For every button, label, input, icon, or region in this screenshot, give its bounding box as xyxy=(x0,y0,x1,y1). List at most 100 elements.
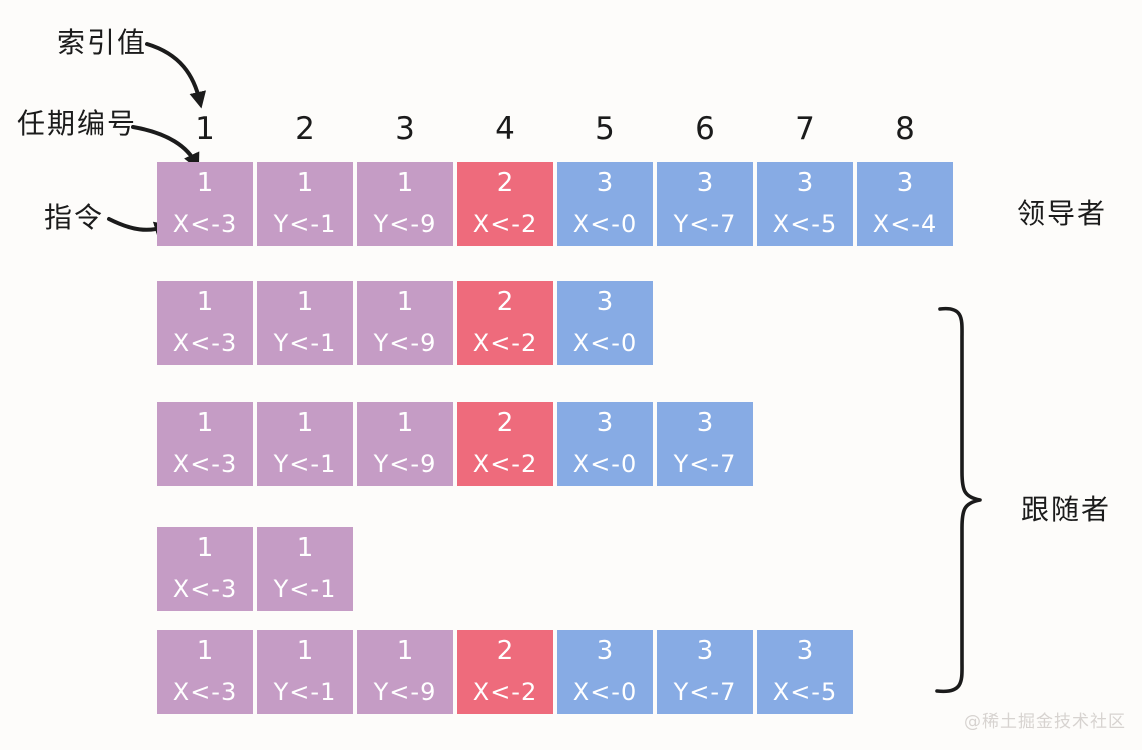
log-entry-cell: 3 X<-4 xyxy=(857,162,953,246)
term-number: 1 xyxy=(296,168,314,198)
term-number: 3 xyxy=(796,168,814,198)
term-number: 1 xyxy=(196,287,214,317)
term-number: 3 xyxy=(796,636,814,666)
log-entry-cell: 1 Y<-1 xyxy=(257,162,353,246)
term-number: 3 xyxy=(596,636,614,666)
command-text: X<-0 xyxy=(572,678,638,706)
command-text: X<-0 xyxy=(572,450,638,478)
command-text: X<-2 xyxy=(472,450,538,478)
log-entry-cell: 3 X<-0 xyxy=(557,402,653,486)
term-number: 3 xyxy=(596,287,614,317)
term-number: 1 xyxy=(396,287,414,317)
log-entry-cell: 1 X<-3 xyxy=(157,527,253,611)
command-text: Y<-1 xyxy=(273,575,337,603)
term-number: 1 xyxy=(196,408,214,438)
command-text: Y<-7 xyxy=(673,450,737,478)
term-number: 1 xyxy=(296,533,314,563)
log-entry-cell: 3 Y<-7 xyxy=(657,630,753,714)
command-text: X<-5 xyxy=(772,678,838,706)
command-text: X<-2 xyxy=(472,329,538,357)
log-entry-cell: 3 Y<-7 xyxy=(657,402,753,486)
log-entry-cell: 3 Y<-7 xyxy=(657,162,753,246)
index-number: 6 xyxy=(695,111,715,147)
command-text: Y<-9 xyxy=(373,210,437,238)
follower-log-row-3: 1 X<-3 1 Y<-1 xyxy=(157,527,353,611)
log-entry-cell: 1 Y<-9 xyxy=(357,630,453,714)
term-number: 1 xyxy=(196,533,214,563)
term-number: 1 xyxy=(396,408,414,438)
log-entry-cell: 2 X<-2 xyxy=(457,402,553,486)
command-text: Y<-7 xyxy=(673,678,737,706)
command-text: Y<-9 xyxy=(373,450,437,478)
term-number: 2 xyxy=(496,636,514,666)
log-entry-cell: 2 X<-2 xyxy=(457,162,553,246)
term-number: 3 xyxy=(696,636,714,666)
log-entry-cell: 1 X<-3 xyxy=(157,402,253,486)
watermark: @稀土掘金技术社区 xyxy=(964,712,1126,732)
followers-label: 跟随者 xyxy=(1021,493,1112,526)
term-number: 1 xyxy=(196,636,214,666)
log-entry-cell: 3 X<-5 xyxy=(757,630,853,714)
term-number: 1 xyxy=(196,168,214,198)
term-number: 2 xyxy=(496,287,514,317)
term-number: 1 xyxy=(296,636,314,666)
term-number: 1 xyxy=(296,408,314,438)
log-entry-cell: 1 X<-3 xyxy=(157,162,253,246)
term-number: 3 xyxy=(696,408,714,438)
log-entry-cell: 3 X<-0 xyxy=(557,630,653,714)
log-entry-cell: 1 X<-3 xyxy=(157,630,253,714)
index-value-arrow xyxy=(145,42,207,109)
term-number: 3 xyxy=(696,168,714,198)
index-number: 8 xyxy=(895,111,915,147)
command-text: X<-0 xyxy=(572,210,638,238)
command-text: Y<-1 xyxy=(273,329,337,357)
command-text: X<-2 xyxy=(472,678,538,706)
command-text: Y<-1 xyxy=(273,678,337,706)
index-number: 7 xyxy=(795,111,815,147)
command-text: X<-2 xyxy=(472,210,538,238)
command-text: X<-3 xyxy=(172,329,238,357)
term-number: 2 xyxy=(496,168,514,198)
log-entry-cell: 3 X<-0 xyxy=(557,162,653,246)
command-text: X<-3 xyxy=(172,575,238,603)
term-number: 2 xyxy=(496,408,514,438)
index-number-row: 1 2 3 4 5 6 7 8 xyxy=(157,111,953,147)
log-entry-cell: 1 Y<-9 xyxy=(357,162,453,246)
command-text: X<-3 xyxy=(172,210,238,238)
log-entry-cell: 2 X<-2 xyxy=(457,630,553,714)
command-text: X<-5 xyxy=(772,210,838,238)
command-text: Y<-9 xyxy=(373,329,437,357)
log-entry-cell: 1 Y<-1 xyxy=(257,527,353,611)
log-entry-cell: 1 Y<-1 xyxy=(257,630,353,714)
term-number: 3 xyxy=(896,168,914,198)
command-text: Y<-7 xyxy=(673,210,737,238)
log-entry-cell: 2 X<-2 xyxy=(457,281,553,365)
term-number: 1 xyxy=(396,636,414,666)
log-entry-cell: 1 Y<-1 xyxy=(257,281,353,365)
command-text: Y<-1 xyxy=(273,210,337,238)
term-number: 3 xyxy=(596,408,614,438)
log-entry-cell: 3 X<-0 xyxy=(557,281,653,365)
index-number: 4 xyxy=(495,111,515,147)
command-text: X<-0 xyxy=(572,329,638,357)
follower-log-row-1: 1 X<-3 1 Y<-1 1 Y<-9 2 X<-2 3 X<-0 xyxy=(157,281,653,365)
followers-brace xyxy=(935,306,982,694)
log-entry-cell: 1 Y<-9 xyxy=(357,281,453,365)
log-entry-cell: 1 Y<-9 xyxy=(357,402,453,486)
index-number: 3 xyxy=(395,111,415,147)
index-number: 2 xyxy=(295,111,315,147)
command-text: Y<-1 xyxy=(273,450,337,478)
follower-log-row-2: 1 X<-3 1 Y<-1 1 Y<-9 2 X<-2 3 X<-0 3 Y<-7 xyxy=(157,402,753,486)
log-entry-cell: 1 X<-3 xyxy=(157,281,253,365)
leader-label: 领导者 xyxy=(1017,197,1108,230)
command-text: X<-3 xyxy=(172,450,238,478)
log-entry-cell: 1 Y<-1 xyxy=(257,402,353,486)
index-number: 1 xyxy=(195,111,215,147)
index-number: 5 xyxy=(595,111,615,147)
command-text: X<-4 xyxy=(872,210,938,238)
command-text: X<-3 xyxy=(172,678,238,706)
term-number: 1 xyxy=(396,168,414,198)
command-text: Y<-9 xyxy=(373,678,437,706)
command-label: 指令 xyxy=(44,201,105,234)
